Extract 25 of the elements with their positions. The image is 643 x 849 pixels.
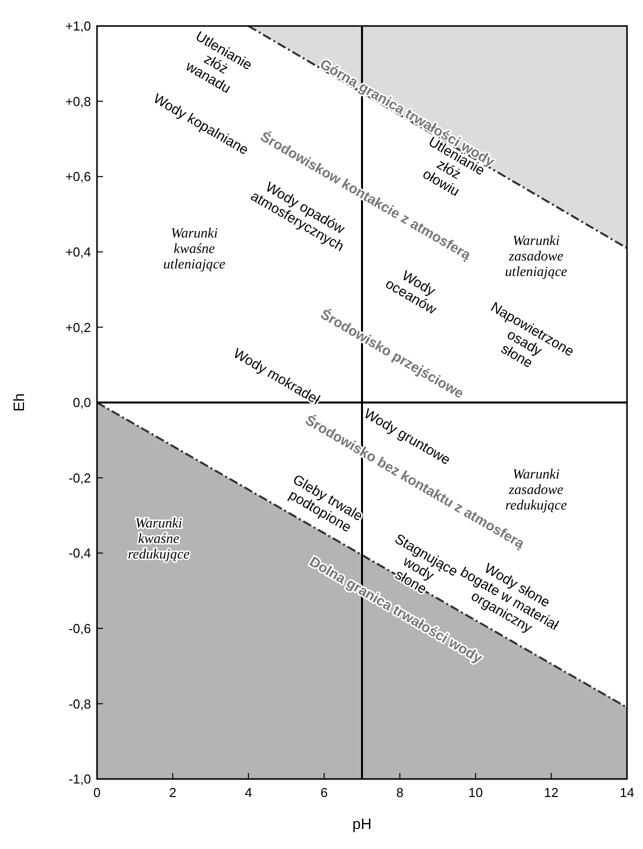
annotation: Warunki zasadowe utleniające bbox=[505, 234, 568, 280]
x-tick-label: 12 bbox=[544, 785, 559, 800]
x-tick-label: 4 bbox=[244, 785, 252, 800]
y-axis-title: Eh bbox=[11, 393, 28, 412]
y-tick-label: +0,4 bbox=[65, 244, 91, 260]
y-tick-label: +1,0 bbox=[65, 18, 91, 34]
y-tick-label: 0,0 bbox=[72, 395, 91, 410]
y-tick-label: +0,2 bbox=[65, 320, 91, 335]
x-tick-label: 8 bbox=[396, 785, 404, 800]
y-tick-label: -0,6 bbox=[68, 620, 91, 636]
annotation: Warunki zasadowe redukujące bbox=[505, 468, 567, 514]
x-tick-label: 0 bbox=[93, 785, 101, 800]
y-tick-label: -0,8 bbox=[68, 696, 91, 712]
x-tick-label: 2 bbox=[169, 785, 176, 800]
y-tick-label: +0,8 bbox=[65, 94, 91, 109]
x-tick-label: 6 bbox=[320, 785, 328, 800]
x-axis-title: pH bbox=[352, 816, 372, 833]
annotation: Warunki kwaśne utleniające bbox=[163, 226, 226, 272]
y-tick-label: +0,6 bbox=[65, 169, 91, 184]
y-tick-label: -0,4 bbox=[68, 546, 91, 561]
x-tick-label: 14 bbox=[620, 785, 634, 800]
y-tick-label: -1,0 bbox=[68, 772, 91, 787]
annotation: Warunki kwaśne redukujące bbox=[128, 516, 190, 562]
y-tick-label: -0,2 bbox=[68, 470, 91, 486]
x-tick-label: 10 bbox=[468, 785, 483, 800]
